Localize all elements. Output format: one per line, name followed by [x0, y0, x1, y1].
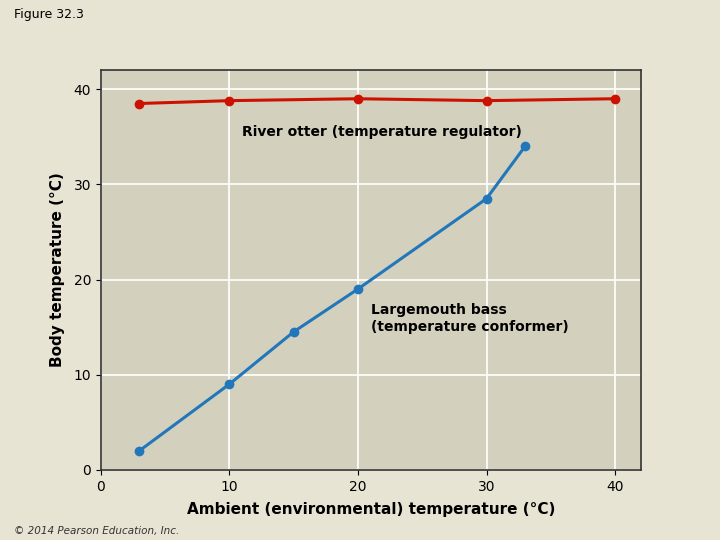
- Text: Largemouth bass
(temperature conformer): Largemouth bass (temperature conformer): [371, 303, 569, 334]
- Text: River otter (temperature regulator): River otter (temperature regulator): [242, 125, 522, 139]
- Text: Figure 32.3: Figure 32.3: [14, 8, 84, 21]
- X-axis label: Ambient (environmental) temperature (°C): Ambient (environmental) temperature (°C): [186, 502, 555, 517]
- Text: © 2014 Pearson Education, Inc.: © 2014 Pearson Education, Inc.: [14, 525, 180, 536]
- Y-axis label: Body temperature (°C): Body temperature (°C): [50, 173, 65, 367]
